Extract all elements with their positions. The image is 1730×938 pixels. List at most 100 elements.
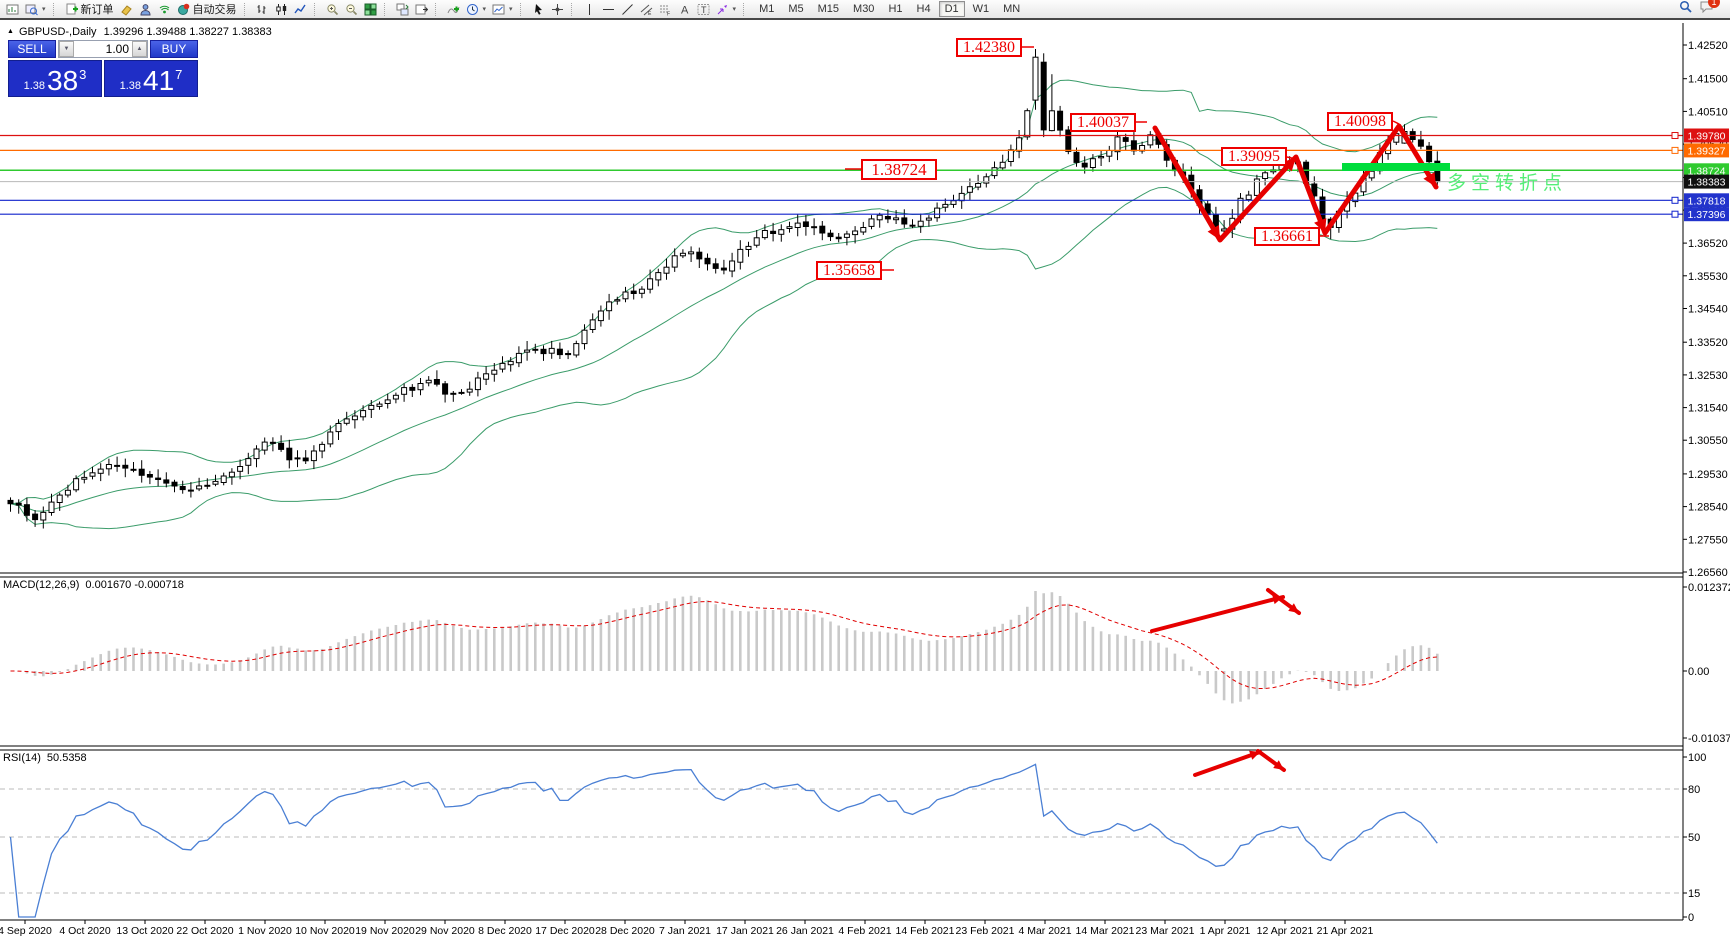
svg-text:4 Feb 2021: 4 Feb 2021	[838, 925, 891, 937]
indicators-button[interactable]	[444, 0, 463, 18]
cursor-button[interactable]	[529, 0, 548, 18]
svg-text:14 Feb 2021: 14 Feb 2021	[896, 925, 955, 937]
svg-text:28 Dec 2020: 28 Dec 2020	[595, 925, 655, 937]
new-chart-button[interactable]	[3, 0, 22, 18]
timeframe-mn[interactable]: MN	[1003, 3, 1021, 15]
templates-button[interactable]: ▾	[489, 0, 516, 18]
buy-button[interactable]: BUY	[150, 40, 198, 58]
zoom-in-icon	[326, 3, 338, 15]
rsi-trend-arrows[interactable]	[1193, 749, 1286, 777]
price-annotation[interactable]: 1.38724	[861, 159, 937, 180]
text-label-button[interactable]: T	[694, 0, 713, 18]
periods-button[interactable]: ▾	[463, 0, 490, 18]
new-order-button-label: 新订单	[80, 4, 114, 16]
chart-expand-icon[interactable]	[7, 26, 19, 38]
lot-size-input[interactable]	[74, 41, 132, 57]
chart-shift-button[interactable]	[412, 0, 431, 18]
auto-arrange-button[interactable]	[393, 0, 412, 18]
sell-price-pip: 3	[79, 67, 87, 82]
timeframe-h1[interactable]: H1	[888, 3, 903, 15]
sell-price-display[interactable]: 1.38 38 3	[8, 60, 102, 97]
expert-icon	[140, 3, 151, 15]
svg-text:7 Jan 2021: 7 Jan 2021	[659, 925, 711, 937]
experts-button[interactable]	[136, 0, 155, 18]
line-chart-button[interactable]	[291, 0, 310, 18]
channel-icon: E	[640, 4, 652, 16]
price-annotation[interactable]: 1.42380	[956, 38, 1022, 57]
price-annotation[interactable]: 1.40037	[1070, 113, 1136, 132]
new-order-button[interactable]: 新订单	[62, 0, 117, 18]
svg-text:1.38724: 1.38724	[1688, 165, 1726, 177]
text-button[interactable]: A	[675, 0, 694, 18]
tile-windows-button[interactable]	[361, 0, 380, 18]
arrows-icon	[717, 4, 727, 14]
support-zone-bar[interactable]	[1342, 163, 1450, 171]
crosshair-icon	[551, 3, 563, 15]
crosshair-button[interactable]	[548, 0, 567, 18]
candles-icon	[275, 3, 286, 15]
svg-text:0.00: 0.00	[1688, 666, 1709, 678]
profiles-button[interactable]: ▾	[22, 0, 49, 18]
vline-icon	[588, 3, 590, 15]
chevron-down-icon: ▾	[482, 6, 487, 13]
sell-button[interactable]: SELL	[8, 40, 56, 58]
svg-text:8 Dec 2020: 8 Dec 2020	[478, 925, 532, 937]
svg-text:100: 100	[1688, 752, 1706, 764]
timeframe-w1[interactable]: W1	[972, 3, 990, 15]
timeframe-d1[interactable]: D1	[938, 1, 965, 17]
svg-text:1.29530: 1.29530	[1688, 469, 1728, 481]
zoom-out-button[interactable]	[342, 0, 361, 18]
timeframe-m1[interactable]: M1	[759, 3, 775, 15]
new-chart-icon	[6, 4, 19, 14]
svg-text:1.39780: 1.39780	[1688, 131, 1726, 143]
horizontal-line-button[interactable]	[599, 0, 618, 18]
svg-text:13 Oct 2020: 13 Oct 2020	[116, 925, 173, 937]
svg-text:17 Jan 2021: 17 Jan 2021	[716, 925, 774, 937]
bar-chart-button[interactable]	[253, 0, 272, 18]
pane-separators[interactable]	[0, 23, 1684, 921]
timeframe-m5[interactable]: M5	[788, 3, 804, 15]
toolbar-right-icons: 1	[1679, 0, 1727, 18]
price-annotation[interactable]: 1.39095	[1221, 147, 1287, 166]
svg-text:F: F	[667, 11, 670, 16]
svg-text:E: E	[648, 11, 652, 16]
trendline-button[interactable]	[618, 0, 637, 18]
zoom-in-button[interactable]	[323, 0, 342, 18]
toolbar-separator	[243, 2, 249, 16]
svg-text:23 Feb 2021: 23 Feb 2021	[956, 925, 1015, 937]
auto-trading-button[interactable]: 自动交易	[174, 0, 240, 18]
svg-text:10 Nov 2020: 10 Nov 2020	[295, 925, 355, 937]
search-button[interactable]	[1679, 0, 1692, 18]
notifications-button[interactable]: 1	[1700, 0, 1720, 18]
equidistant-channel-button[interactable]: E	[637, 0, 656, 18]
buy-price-display[interactable]: 1.38 41 7	[104, 60, 198, 97]
lot-decrease-button[interactable]: ▼	[59, 41, 74, 57]
bull-bear-turning-point-label[interactable]: 多空转折点	[1447, 173, 1568, 194]
svg-text:26 Jan 2021: 26 Jan 2021	[776, 925, 834, 937]
signals-button[interactable]	[155, 0, 174, 18]
candlestick-series	[7, 49, 1441, 529]
arrows-button[interactable]: ▾	[713, 0, 740, 18]
vertical-line-button[interactable]	[580, 0, 599, 18]
fibonacci-button[interactable]: F	[656, 0, 675, 18]
signal-icon	[159, 5, 169, 13]
candlestick-chart-button[interactable]	[272, 0, 291, 18]
trend-zigzag-arrows[interactable]	[1152, 123, 1439, 243]
svg-text:4 Oct 2020: 4 Oct 2020	[59, 925, 111, 937]
svg-text:1.32530: 1.32530	[1688, 370, 1728, 382]
svg-text:4 Mar 2021: 4 Mar 2021	[1018, 925, 1071, 937]
svg-text:15: 15	[1688, 888, 1700, 900]
price-annotation[interactable]: 1.35658	[816, 261, 882, 280]
chevron-up-icon: ▲	[136, 46, 143, 52]
price-annotation[interactable]: 1.36661	[1254, 227, 1320, 246]
macd-trend-arrows[interactable]	[1150, 588, 1301, 633]
lot-increase-button[interactable]: ▲	[132, 41, 147, 57]
price-annotation[interactable]: 1.40098	[1327, 112, 1393, 131]
label-t-icon: T	[697, 3, 710, 15]
timeframe-m30[interactable]: M30	[853, 3, 875, 15]
timeframe-h4[interactable]: H4	[916, 3, 931, 15]
eraser-button[interactable]	[117, 0, 136, 18]
timeframe-m15[interactable]: M15	[817, 3, 840, 15]
